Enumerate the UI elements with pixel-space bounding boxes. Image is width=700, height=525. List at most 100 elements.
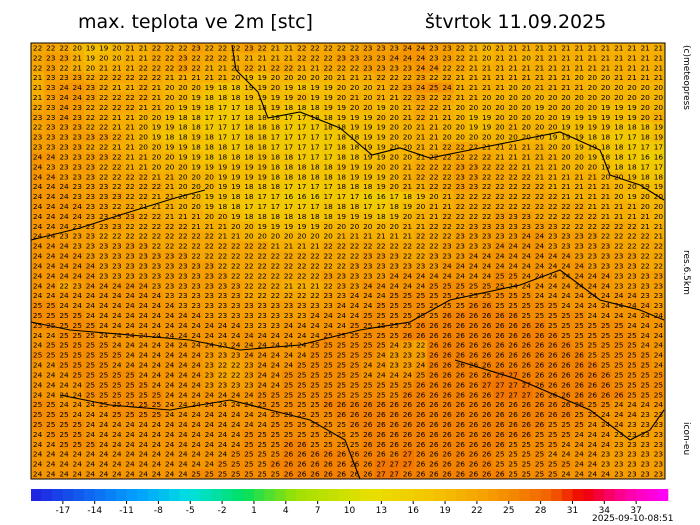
temperature-cell <box>598 52 613 64</box>
temperature-value: 24 <box>86 460 96 469</box>
temperature-cell <box>414 43 428 54</box>
temperature-cell <box>295 261 309 272</box>
temperature-cell <box>466 459 481 470</box>
temperature-value: 23 <box>46 53 56 62</box>
temperature-cell <box>163 439 177 450</box>
temperature-value: 22 <box>535 202 544 211</box>
temperature-cell <box>625 161 639 173</box>
temperature-cell <box>480 290 494 301</box>
temperature-cell <box>348 280 362 292</box>
temperature-cell <box>202 241 217 252</box>
temperature-value: 22 <box>654 242 663 251</box>
temperature-value: 17 <box>231 133 241 142</box>
temperature-value: 21 <box>112 113 122 122</box>
temperature-value: 23 <box>191 261 201 270</box>
temperature-cell <box>387 43 402 54</box>
temperature-cell <box>387 191 402 202</box>
temperature-value: 26 <box>535 331 545 340</box>
temperature-cell <box>189 360 204 371</box>
temperature-cell <box>57 191 71 202</box>
temperature-value: 18 <box>257 143 267 152</box>
temperature-value: 18 <box>284 152 294 161</box>
temperature-value: 25 <box>350 351 360 360</box>
temperature-cell <box>348 320 362 331</box>
temperature-value: 16 <box>363 192 373 201</box>
temperature-cell <box>70 409 85 420</box>
temperature-value: 21 <box>469 83 479 92</box>
temperature-cell <box>612 469 626 480</box>
temperature-cell <box>493 340 507 351</box>
temperature-value: 26 <box>508 321 518 330</box>
temperature-value: 18 <box>231 93 241 102</box>
temperature-cell <box>625 221 639 232</box>
temperature-value: 20 <box>390 162 400 171</box>
temperature-value: 17 <box>310 152 320 161</box>
temperature-cell <box>334 340 349 351</box>
temperature-cell <box>400 449 415 460</box>
temperature-value: 24 <box>403 271 413 280</box>
temperature-cell <box>453 399 468 410</box>
temperature-cell <box>598 122 613 133</box>
temperature-cell <box>480 261 494 272</box>
temperature-value: 26 <box>403 410 413 419</box>
temperature-cell <box>97 122 111 133</box>
temperature-cell <box>466 132 481 143</box>
temperature-value: 24 <box>205 400 215 409</box>
temperature-cell <box>572 389 587 401</box>
temperature-cell <box>585 310 600 321</box>
temperature-cell <box>268 399 283 410</box>
temperature-value: 23 <box>165 261 175 270</box>
temperature-cell <box>308 399 322 410</box>
temperature-cell <box>572 231 587 242</box>
temperature-value: 23 <box>99 261 109 270</box>
temperature-value: 16 <box>654 152 664 161</box>
temperature-cell <box>189 102 204 113</box>
temperature-cell <box>374 350 388 361</box>
temperature-value: 22 <box>271 281 280 290</box>
temperature-cell <box>149 310 164 321</box>
temperature-cell <box>651 43 666 54</box>
temperature-value: 21 <box>205 63 215 72</box>
temperature-cell <box>123 429 137 440</box>
temperature-cell <box>202 171 217 183</box>
temperature-value: 24 <box>178 430 188 439</box>
temperature-value: 25 <box>535 460 545 469</box>
temperature-cell <box>585 122 600 133</box>
temperature-value: 25 <box>257 470 267 479</box>
temperature-cell <box>519 72 534 83</box>
temperature-cell <box>519 231 534 242</box>
temperature-value: 22 <box>33 123 42 132</box>
temperature-cell <box>83 102 98 113</box>
temperature-value: 24 <box>627 301 637 310</box>
temperature-value: 18 <box>271 162 281 171</box>
temperature-value: 23 <box>125 212 135 221</box>
colorbar-step <box>593 489 605 501</box>
temperature-cell <box>559 161 573 173</box>
temperature-cell <box>480 439 494 450</box>
temperature-value: 24 <box>46 222 56 231</box>
temperature-value: 27 <box>390 460 400 469</box>
temperature-value: 24 <box>257 380 267 389</box>
temperature-value: 24 <box>33 380 43 389</box>
temperature-value: 23 <box>46 63 56 72</box>
temperature-cell <box>572 379 587 391</box>
temperature-cell <box>229 379 243 391</box>
temperature-value: 22 <box>469 152 478 161</box>
temperature-value: 22 <box>442 143 451 152</box>
temperature-cell <box>559 191 573 202</box>
temperature-value: 21 <box>416 143 426 152</box>
temperature-cell <box>387 340 402 351</box>
temperature-value: 24 <box>297 331 307 340</box>
temperature-cell <box>281 201 296 212</box>
temperature-value: 24 <box>112 281 122 290</box>
temperature-value: 24 <box>442 271 452 280</box>
temperature-value: 24 <box>152 321 162 330</box>
temperature-value: 17 <box>297 182 307 191</box>
temperature-value: 21 <box>205 222 215 231</box>
temperature-value: 23 <box>86 202 96 211</box>
temperature-cell <box>334 370 349 381</box>
temperature-cell <box>427 350 441 361</box>
temperature-cell <box>136 52 151 64</box>
temperature-cell <box>202 439 217 450</box>
temperature-value: 18 <box>165 133 175 142</box>
